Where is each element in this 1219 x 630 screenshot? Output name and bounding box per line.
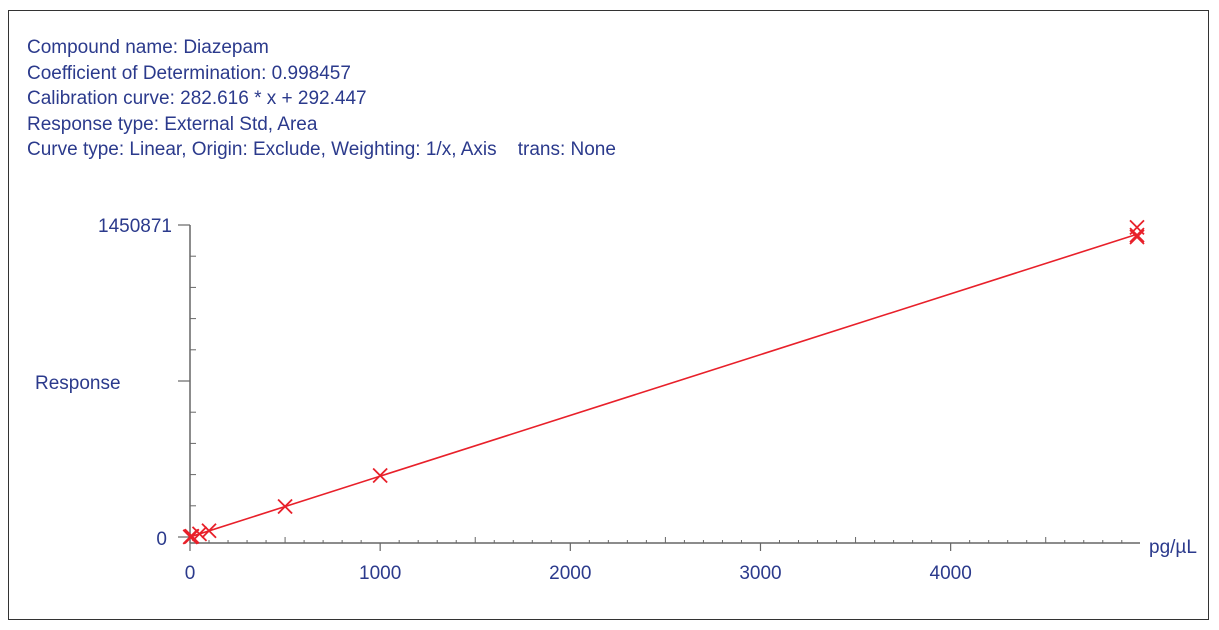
response-type: Response type: External Std, Area — [27, 113, 318, 135]
data-point — [191, 526, 208, 542]
data-point — [277, 498, 293, 515]
curve-type: Curve type: Linear, Origin: Exclude, Wei… — [27, 139, 616, 160]
x-axis-label: pg/µL — [1149, 537, 1197, 558]
x-tick-label: 4000 — [930, 563, 972, 584]
y-tick-label: 1450871 — [98, 216, 172, 237]
x-tick-label: 3000 — [739, 563, 781, 584]
calibration-line — [189, 233, 1138, 538]
compound-name: Compound name: Diazepam — [27, 37, 269, 58]
x-tick-label: 0 — [185, 563, 196, 584]
data-points — [182, 219, 1145, 545]
x-tick-label: 1000 — [359, 563, 401, 584]
axes — [189, 225, 1140, 544]
y-axis-label: Response — [35, 373, 121, 394]
x-tick-label: 2000 — [549, 563, 591, 584]
tick-marks — [178, 224, 1123, 551]
chart-frame — [8, 10, 1209, 620]
tick-labels: 0 1000 2000 3000 4000 0 1450871 Response pg/µL — [35, 216, 1197, 584]
data-point — [201, 523, 217, 539]
calibration-info: Compound name: Diazepam Coefficient of D… — [27, 35, 616, 163]
y-tick-label: 0 — [156, 529, 167, 550]
data-point — [1129, 227, 1145, 243]
calibration-curve-equation: Calibration curve: 282.616 * x + 292.447 — [27, 88, 367, 109]
coefficient-of-determination: Coefficient of Determination: 0.998457 — [27, 62, 351, 84]
data-point — [372, 467, 388, 484]
calibration-line-group — [189, 233, 1138, 538]
data-point — [1129, 229, 1145, 245]
